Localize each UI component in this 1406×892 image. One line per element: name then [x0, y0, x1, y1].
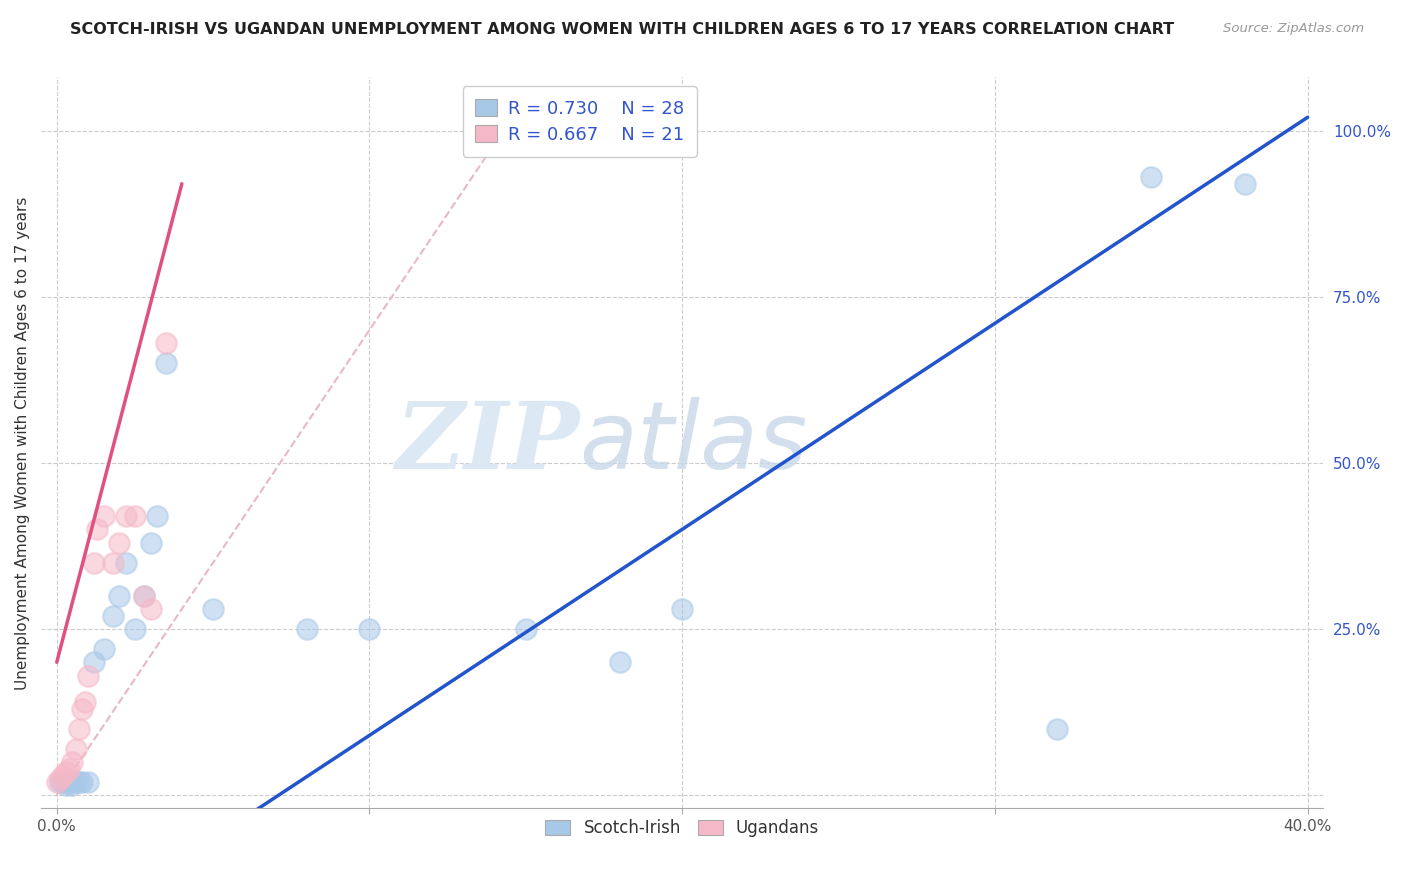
Point	[202, 602, 225, 616]
Point	[359, 622, 381, 636]
Point	[134, 589, 156, 603]
Point	[70, 775, 93, 789]
Point	[83, 655, 105, 669]
Point	[55, 778, 77, 792]
Point	[101, 608, 124, 623]
Text: SCOTCH-IRISH VS UGANDAN UNEMPLOYMENT AMONG WOMEN WITH CHILDREN AGES 6 TO 17 YEAR: SCOTCH-IRISH VS UGANDAN UNEMPLOYMENT AMO…	[70, 22, 1174, 37]
Point	[295, 622, 318, 636]
Point	[77, 668, 100, 682]
Point	[155, 356, 177, 370]
Point	[70, 702, 93, 716]
Point	[60, 778, 83, 792]
Point	[93, 509, 115, 524]
Point	[58, 762, 80, 776]
Point	[108, 589, 131, 603]
Point	[515, 622, 537, 636]
Text: Source: ZipAtlas.com: Source: ZipAtlas.com	[1223, 22, 1364, 36]
Point	[55, 764, 77, 779]
Point	[101, 556, 124, 570]
Y-axis label: Unemployment Among Women with Children Ages 6 to 17 years: Unemployment Among Women with Children A…	[15, 196, 30, 690]
Point	[139, 602, 162, 616]
Point	[671, 602, 693, 616]
Point	[73, 695, 96, 709]
Point	[49, 775, 72, 789]
Point	[65, 775, 87, 789]
Point	[93, 642, 115, 657]
Point	[134, 589, 156, 603]
Point	[114, 509, 136, 524]
Point	[86, 522, 108, 536]
Point	[65, 741, 87, 756]
Point	[77, 775, 100, 789]
Point	[124, 509, 146, 524]
Point	[1234, 177, 1257, 191]
Point	[60, 755, 83, 769]
Point	[67, 722, 90, 736]
Point	[155, 336, 177, 351]
Point	[45, 775, 67, 789]
Text: atlas: atlas	[579, 398, 808, 489]
Legend: Scotch-Irish, Ugandans: Scotch-Irish, Ugandans	[538, 813, 825, 844]
Point	[146, 509, 169, 524]
Point	[49, 772, 72, 786]
Point	[83, 556, 105, 570]
Point	[1140, 170, 1163, 185]
Point	[67, 775, 90, 789]
Point	[58, 775, 80, 789]
Point	[1046, 722, 1069, 736]
Point	[114, 556, 136, 570]
Point	[609, 655, 631, 669]
Point	[52, 775, 75, 789]
Point	[139, 535, 162, 549]
Point	[52, 768, 75, 782]
Point	[124, 622, 146, 636]
Text: ZIP: ZIP	[395, 398, 579, 488]
Point	[108, 535, 131, 549]
